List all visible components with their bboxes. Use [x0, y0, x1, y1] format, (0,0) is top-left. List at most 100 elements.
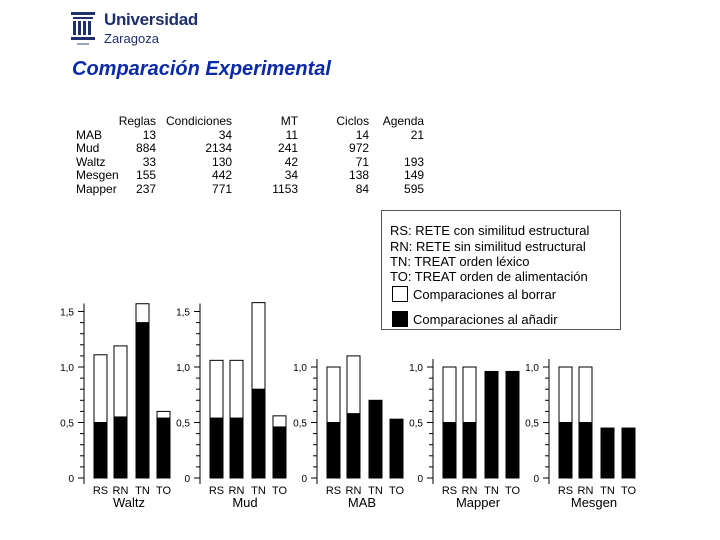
y-tick-label: 0,5: [60, 419, 74, 430]
table-cell: 84: [355, 181, 370, 196]
y-tick-label: 0,5: [409, 419, 423, 430]
table-cell: 14: [355, 127, 370, 142]
bar-borrar: [346, 355, 361, 415]
x-tick-label: RN: [113, 485, 129, 497]
y-tick-label: 0: [184, 474, 190, 485]
x-tick-label: RS: [209, 485, 224, 497]
legend: RS: RETE con similitud estructural RN: R…: [381, 210, 621, 330]
table-cell: Mud: [76, 141, 100, 155]
x-tick-label: TN: [135, 485, 150, 497]
table-header-cell: Condiciones: [166, 114, 233, 128]
bar-anadir: [462, 422, 477, 479]
table-cell: 442: [212, 168, 233, 182]
university-logo: Universidad Zaragoza: [68, 10, 218, 50]
table-cell: 771: [212, 181, 233, 196]
bar-anadir: [484, 370, 499, 479]
table-cell: Mesgen: [76, 168, 119, 182]
table-row: Mapper 237 771 1153 84 595: [76, 181, 424, 197]
y-tick-label: 1,0: [293, 363, 307, 374]
legend-label-anadir: Comparaciones al añadir: [413, 312, 558, 327]
table-row: Mesgen 155 442 34 138 149: [76, 168, 425, 183]
chart-title: MAB: [348, 495, 376, 510]
bar-borrar: [442, 366, 457, 423]
table-cell: 130: [212, 154, 233, 169]
legend-line: RN: RETE sin similitud estructural: [390, 239, 586, 254]
table-cell: 71: [355, 154, 370, 169]
table-row: Waltz 33 130 42 71 193: [76, 154, 424, 170]
x-tick-label: TO: [272, 485, 288, 497]
x-tick-label: RN: [578, 485, 594, 497]
bar-borrar: [209, 359, 224, 419]
table-cell: 34: [284, 168, 299, 182]
bar-anadir: [156, 417, 171, 479]
bar-anadir: [346, 413, 361, 479]
logo-line-1: Universidad: [104, 10, 199, 29]
bar-borrar: [93, 354, 108, 424]
table-cell: 241: [278, 141, 299, 155]
table-cell: 11: [285, 127, 299, 142]
table-header-cell: MT: [280, 114, 299, 128]
bar-anadir: [600, 427, 615, 479]
table-row: Mud 884 2134 241 972: [76, 141, 424, 156]
table-cell: 149: [404, 168, 425, 182]
x-tick-label: RS: [93, 485, 108, 497]
stats-table: Reglas Condiciones MT Ciclos Agenda MAB …: [76, 114, 425, 197]
chart-title: Mesgen: [571, 495, 617, 510]
table-cell: 21: [410, 127, 425, 142]
table-cell: 237: [136, 181, 157, 196]
bar-anadir: [93, 422, 108, 479]
table-cell: Mapper: [76, 181, 117, 196]
bar-anadir: [505, 370, 520, 479]
bar-borrar: [156, 410, 171, 419]
bar-anadir: [326, 422, 341, 479]
x-tick-label: TN: [368, 485, 383, 497]
table-cell: 13: [142, 127, 157, 142]
bar-anadir: [113, 416, 128, 479]
bar-borrar: [558, 366, 573, 423]
table-cell: 42: [284, 154, 299, 169]
table-row: MAB 13 34 11 14 21: [76, 127, 425, 143]
y-tick-label: 1,0: [525, 363, 539, 374]
x-tick-label: RN: [346, 485, 362, 497]
y-tick-label: 0: [533, 474, 539, 485]
y-tick-label: 0,5: [293, 419, 307, 430]
y-tick-label: 0,5: [176, 419, 190, 430]
x-tick-label: TN: [484, 485, 499, 497]
x-tick-label: TO: [389, 485, 405, 497]
y-tick-label: 0: [68, 474, 74, 485]
bar-anadir: [251, 388, 266, 479]
legend-swatch-borrar: [392, 286, 408, 302]
legend-line: RS: RETE con similitud estructural: [390, 223, 590, 238]
crest-icon: [71, 12, 95, 45]
chart-title: Waltz: [113, 495, 145, 510]
bar-anadir: [578, 422, 593, 479]
bar-anadir: [621, 427, 636, 479]
y-tick-label: 0: [417, 474, 423, 485]
table-cell: 2134: [205, 141, 233, 155]
x-tick-label: TN: [251, 485, 266, 497]
bar-borrar: [272, 415, 287, 428]
table-header-cell: Reglas: [118, 114, 157, 128]
x-tick-label: TN: [600, 485, 615, 497]
bar-borrar: [326, 366, 341, 423]
chart-title: Mapper: [456, 495, 501, 510]
bar-anadir: [368, 399, 383, 479]
table-cell: 34: [218, 127, 233, 142]
x-tick-label: RN: [229, 485, 245, 497]
bar-anadir: [442, 422, 457, 479]
bar-borrar: [462, 366, 477, 423]
y-tick-label: 1,0: [60, 363, 74, 374]
bar-anadir: [135, 322, 150, 479]
table-cell: 1153: [272, 181, 299, 196]
bar-anadir: [209, 417, 224, 479]
x-tick-label: RS: [442, 485, 457, 497]
table-header-row: Reglas Condiciones MT Ciclos Agenda: [76, 114, 424, 129]
bar-borrar: [251, 302, 266, 390]
table-cell: 972: [349, 141, 370, 155]
y-tick-label: 0,5: [525, 419, 539, 430]
table-cell: Waltz: [76, 154, 106, 169]
bar-borrar: [113, 345, 128, 418]
bar-anadir: [272, 426, 287, 479]
x-tick-label: RS: [326, 485, 341, 497]
y-tick-label: 1,0: [176, 363, 190, 374]
